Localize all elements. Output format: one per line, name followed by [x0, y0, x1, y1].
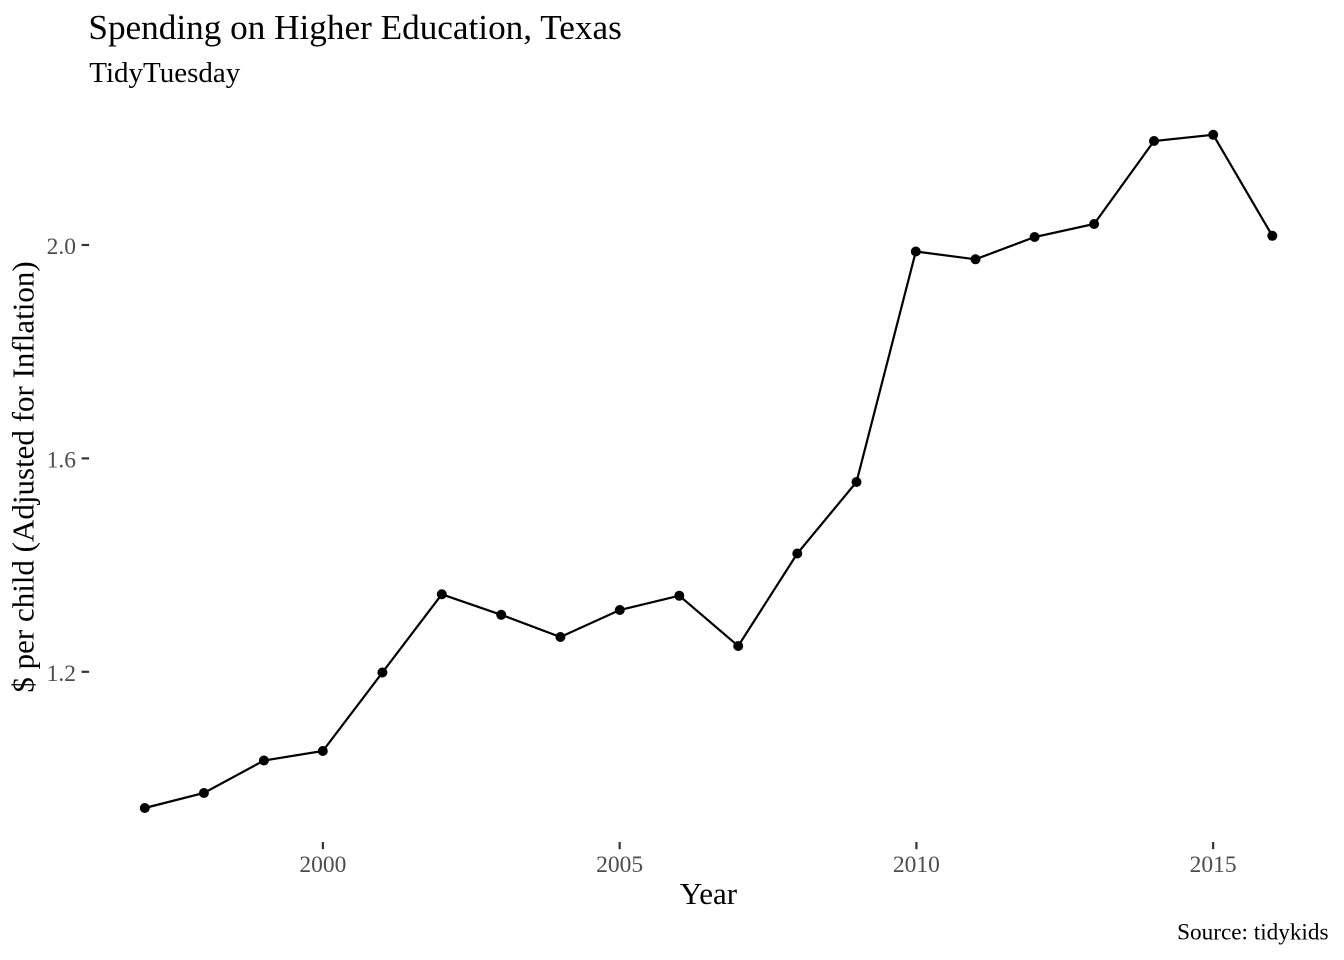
svg-text:2010: 2010: [893, 852, 940, 878]
svg-text:Spending on Higher Education,: Spending on Higher Education, Texas: [88, 8, 621, 47]
svg-text:$ per child (Adjusted for Infl: $ per child (Adjusted for Inflation): [6, 261, 41, 692]
svg-text:2005: 2005: [596, 852, 643, 878]
svg-text:Source: tidykids: Source: tidykids: [1177, 920, 1328, 946]
svg-text:1.6: 1.6: [47, 448, 77, 474]
svg-text:TidyTuesday: TidyTuesday: [89, 57, 240, 89]
svg-text:2000: 2000: [299, 852, 346, 878]
svg-text:2.0: 2.0: [47, 234, 76, 260]
svg-text:Year: Year: [680, 876, 738, 911]
svg-text:1.2: 1.2: [47, 661, 76, 687]
svg-text:2015: 2015: [1190, 852, 1237, 878]
